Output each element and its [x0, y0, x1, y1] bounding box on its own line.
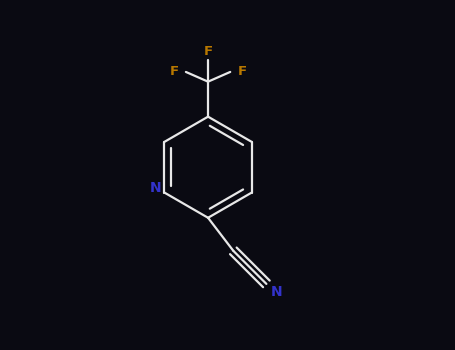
Text: F: F	[238, 65, 247, 78]
Text: F: F	[203, 45, 212, 58]
Text: N: N	[150, 181, 162, 195]
Text: N: N	[270, 285, 282, 299]
Text: F: F	[170, 65, 179, 78]
